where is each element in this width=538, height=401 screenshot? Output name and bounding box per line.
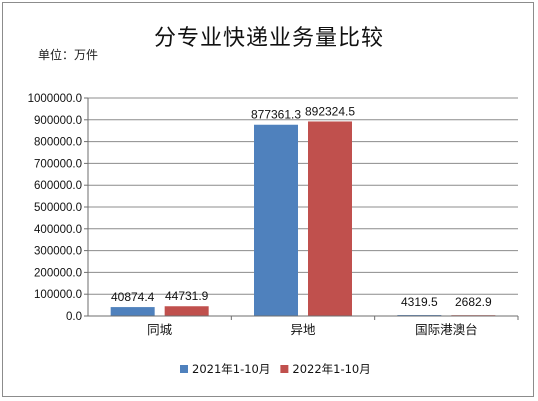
data-label: 892324.5 bbox=[305, 104, 355, 118]
x-axis: 同城 异地 国际港澳台 bbox=[88, 315, 519, 337]
data-label: 40874.4 bbox=[111, 290, 155, 304]
y-tick-label: 200000.0 bbox=[34, 267, 82, 279]
legend-swatch bbox=[280, 365, 289, 373]
y-tick-label: 300000.0 bbox=[34, 246, 82, 258]
data-label: 44731.9 bbox=[165, 289, 209, 303]
bars: 40874.4 44731.9 877361.3 892324.5 4319.5 2682… bbox=[110, 104, 496, 317]
bar bbox=[164, 306, 209, 316]
y-tick-label: 900000.0 bbox=[34, 115, 82, 127]
data-label: 4319.5 bbox=[401, 295, 438, 309]
category-label: 异地 bbox=[290, 322, 316, 337]
y-tick-label: 800000.0 bbox=[34, 137, 82, 149]
y-tick-label: 0.0 bbox=[66, 311, 82, 323]
category-label: 国际港澳台 bbox=[415, 322, 478, 337]
y-tick-label: 700000.0 bbox=[34, 158, 82, 170]
y-tick-label: 600000.0 bbox=[34, 180, 82, 192]
category-label: 同城 bbox=[147, 322, 173, 337]
unit-label: 单位：万件 bbox=[38, 48, 99, 62]
data-label: 2682.9 bbox=[455, 295, 492, 309]
bar bbox=[254, 124, 298, 317]
y-tick-label: 400000.0 bbox=[34, 224, 82, 236]
legend-swatch bbox=[180, 365, 188, 373]
gridlines bbox=[88, 97, 518, 295]
chart-title: 分专业快递业务量比较 bbox=[153, 26, 384, 51]
bar bbox=[110, 307, 155, 316]
data-label: 877361.3 bbox=[251, 108, 301, 122]
legend: 2021年1-10月 2022年1-10月 bbox=[180, 362, 371, 376]
bar bbox=[308, 121, 352, 316]
legend-label: 2022年1-10月 bbox=[292, 362, 370, 376]
legend-label: 2021年1-10月 bbox=[192, 362, 270, 376]
y-tick-label: 100000.0 bbox=[34, 289, 82, 301]
y-tick-label: 500000.0 bbox=[34, 202, 82, 214]
y-axis: 0.0 100000.0 200000.0 300000.0 400000.0 50000… bbox=[28, 93, 89, 323]
y-tick-label: 1000000.0 bbox=[28, 93, 82, 105]
